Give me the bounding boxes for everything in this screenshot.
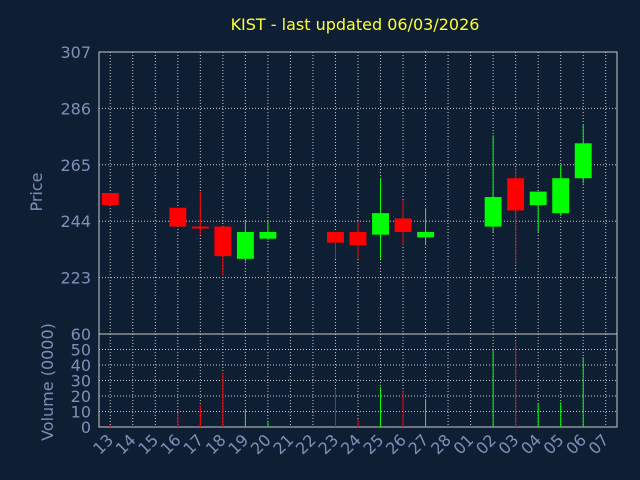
volume-tick-label: 20 (71, 387, 91, 406)
price-tick-label: 286 (60, 99, 91, 118)
volume-tick-label: 10 (71, 403, 91, 422)
x-tick-label: 07 (585, 430, 613, 458)
candle-body (191, 226, 209, 229)
volume-tick-label: 50 (71, 341, 91, 360)
price-tick-label: 265 (60, 156, 91, 175)
price-tick-label: 223 (60, 269, 91, 288)
candle-body (417, 231, 435, 238)
chart-title: KIST - last updated 06/03/2026 (231, 15, 480, 34)
candle-body (484, 197, 502, 227)
x-axis-label: Day (334, 460, 362, 476)
volume-axis-label: Volume (0000) (38, 323, 57, 441)
candle-body (259, 231, 277, 239)
candle-body (394, 218, 412, 232)
price-tick-label: 244 (60, 212, 91, 231)
candle-body (507, 178, 525, 211)
candle-body (372, 213, 389, 235)
volume-tick-label: 0 (81, 418, 91, 437)
candle-body (574, 143, 592, 179)
price-panel: 223 244 265 286 307 (60, 43, 618, 335)
x-axis-ticks: 1314151617181920212223242526272801020304… (89, 430, 612, 458)
price-tick-label: 307 (60, 43, 91, 62)
candle-body (552, 178, 570, 214)
candle-body (101, 193, 119, 206)
volume-tick-label: 30 (71, 372, 91, 391)
candle-body (327, 231, 344, 243)
candle-body (236, 231, 254, 259)
candle-body (169, 207, 187, 227)
candle-body (349, 231, 367, 246)
price-axis-label: Price (27, 172, 46, 211)
candle-body (529, 191, 547, 206)
candle-body (214, 226, 232, 257)
volume-tick-label: 40 (71, 356, 91, 375)
volume-tick-label: 60 (71, 325, 91, 344)
